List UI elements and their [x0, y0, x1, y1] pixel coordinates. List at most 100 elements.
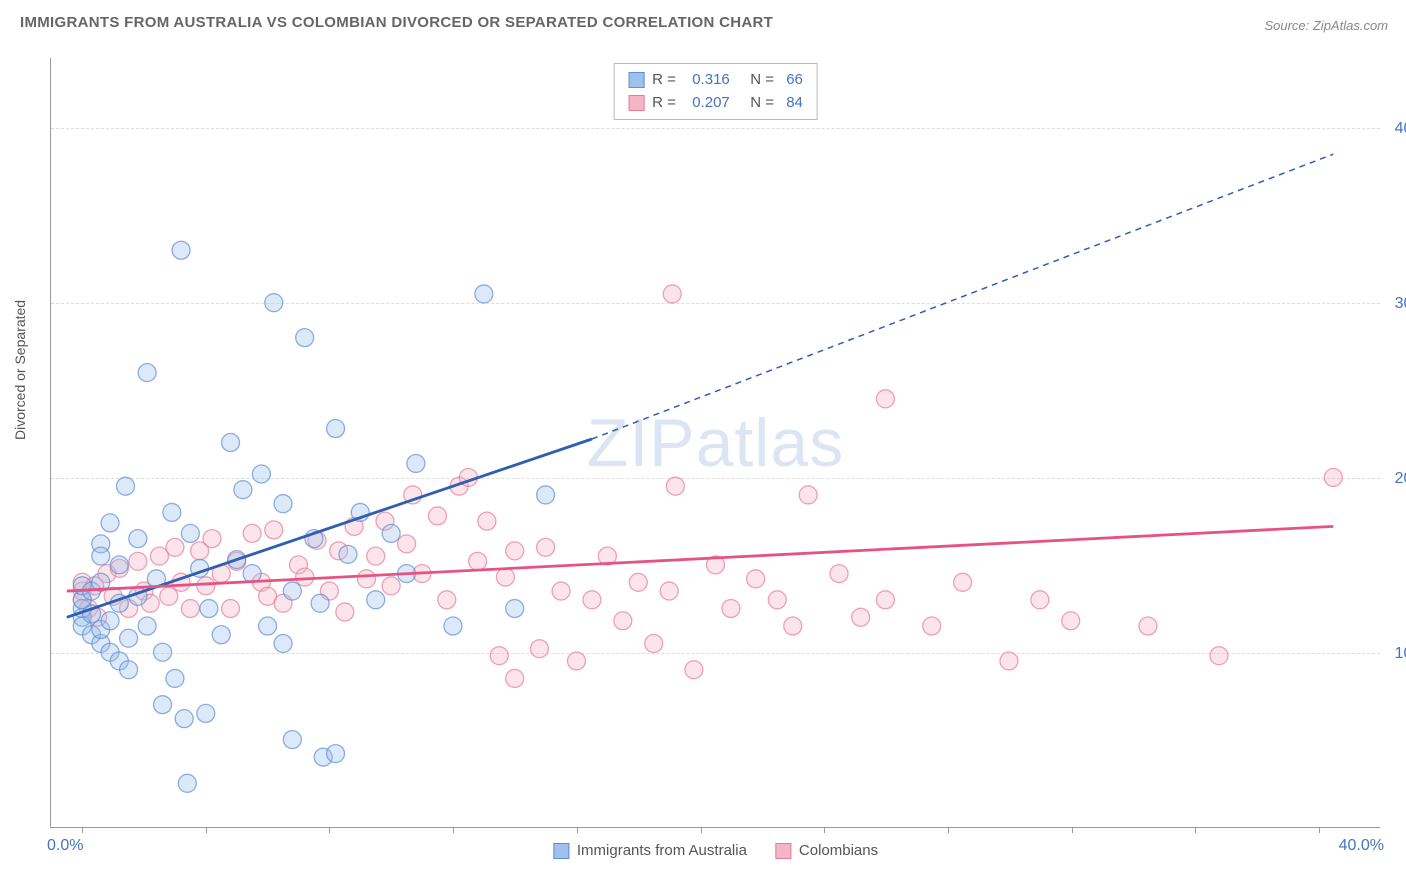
x-tick — [701, 827, 702, 833]
x-tick — [1319, 827, 1320, 833]
watermark: ZIPatlas — [587, 404, 844, 482]
y-axis-label: Divorced or Separated — [12, 300, 28, 440]
scatter-point-colombians — [73, 582, 91, 600]
scatter-point-australia — [175, 710, 193, 728]
scatter-point-colombians — [506, 542, 524, 560]
scatter-point-colombians — [141, 594, 159, 612]
stats-r-australia: 0.316 — [692, 69, 730, 92]
x-tick — [453, 827, 454, 833]
scatter-point-colombians — [376, 512, 394, 530]
scatter-point-colombians — [1062, 612, 1080, 630]
swatch-colombians — [628, 95, 644, 111]
scatter-point-colombians — [129, 552, 147, 570]
scatter-point-colombians — [663, 285, 681, 303]
scatter-point-colombians — [398, 535, 416, 553]
scatter-point-australia — [222, 434, 240, 452]
scatter-point-colombians — [768, 591, 786, 609]
scatter-point-australia — [200, 600, 218, 618]
scatter-point-colombians — [135, 582, 153, 600]
scatter-point-australia — [311, 594, 329, 612]
scatter-point-colombians — [552, 582, 570, 600]
scatter-point-australia — [475, 285, 493, 303]
scatter-point-colombians — [1210, 647, 1228, 665]
scatter-point-australia — [117, 477, 135, 495]
scatter-point-colombians — [747, 570, 765, 588]
scatter-point-colombians — [73, 591, 91, 609]
x-axis-label-max: 40.0% — [1339, 837, 1384, 855]
scatter-point-australia — [101, 612, 119, 630]
scatter-point-australia — [351, 503, 369, 521]
scatter-point-colombians — [191, 542, 209, 560]
legend-label-colombians: Colombians — [799, 842, 878, 859]
scatter-point-colombians — [450, 477, 468, 495]
scatter-point-colombians — [98, 565, 116, 583]
stats-row-australia: R = 0.316 N = 66 — [628, 69, 803, 92]
scatter-point-colombians — [357, 570, 375, 588]
scatter-point-australia — [259, 617, 277, 635]
scatter-point-colombians — [1139, 617, 1157, 635]
scatter-point-australia — [73, 608, 91, 626]
scatter-point-australia — [181, 524, 199, 542]
scatter-point-australia — [228, 551, 246, 569]
scatter-point-australia — [138, 617, 156, 635]
scatter-point-colombians — [181, 600, 199, 618]
scatter-point-colombians — [629, 573, 647, 591]
scatter-point-colombians — [252, 573, 270, 591]
scatter-point-colombians — [243, 524, 261, 542]
scatter-point-australia — [178, 774, 196, 792]
scatter-point-colombians — [954, 573, 972, 591]
scatter-point-australia — [327, 745, 345, 763]
scatter-point-australia — [444, 617, 462, 635]
x-tick — [1072, 827, 1073, 833]
scatter-point-colombians — [265, 521, 283, 539]
x-tick — [1195, 827, 1196, 833]
scatter-point-australia — [166, 669, 184, 687]
scatter-point-australia — [92, 535, 110, 553]
scatter-point-australia — [506, 600, 524, 618]
scatter-point-australia — [212, 626, 230, 644]
stats-n-australia: 66 — [786, 69, 803, 92]
scatter-point-australia — [191, 559, 209, 577]
scatter-point-australia — [537, 486, 555, 504]
x-tick — [329, 827, 330, 833]
scatter-point-colombians — [438, 591, 456, 609]
scatter-point-colombians — [160, 587, 178, 605]
scatter-point-colombians — [799, 486, 817, 504]
scatter-point-colombians — [120, 600, 138, 618]
scatter-point-colombians — [296, 568, 314, 586]
scatter-point-colombians — [830, 565, 848, 583]
legend-label-australia: Immigrants from Australia — [577, 842, 747, 859]
scatter-point-australia — [252, 465, 270, 483]
y-tick-label: 30.0% — [1385, 295, 1406, 313]
stats-legend-box: R = 0.316 N = 66 R = 0.207 N = 84 — [613, 63, 818, 120]
y-tick-label: 20.0% — [1385, 470, 1406, 488]
scatter-point-australia — [73, 591, 91, 609]
scatter-point-colombians — [404, 486, 422, 504]
y-tick-label: 10.0% — [1385, 645, 1406, 663]
source-attribution: Source: ZipAtlas.com — [1264, 18, 1388, 33]
scatter-point-colombians — [1031, 591, 1049, 609]
scatter-point-colombians — [852, 608, 870, 626]
scatter-point-australia — [154, 696, 172, 714]
scatter-point-colombians — [166, 538, 184, 556]
scatter-point-colombians — [784, 617, 802, 635]
trend-line-extrapolated-australia — [592, 154, 1333, 439]
scatter-point-colombians — [73, 573, 91, 591]
scatter-point-australia — [339, 545, 357, 563]
stats-row-colombians: R = 0.207 N = 84 — [628, 92, 803, 115]
scatter-point-colombians — [496, 568, 514, 586]
scatter-point-colombians — [583, 591, 601, 609]
scatter-point-australia — [274, 635, 292, 653]
scatter-point-colombians — [429, 507, 447, 525]
scatter-point-colombians — [259, 587, 277, 605]
scatter-point-colombians — [89, 608, 107, 626]
stats-n-label: N = — [738, 69, 778, 92]
scatter-point-australia — [83, 582, 101, 600]
gridline: 40.0% — [51, 128, 1380, 129]
scatter-point-australia — [283, 582, 301, 600]
scatter-point-colombians — [382, 577, 400, 595]
scatter-point-colombians — [490, 647, 508, 665]
scatter-point-australia — [92, 547, 110, 565]
scatter-point-australia — [274, 495, 292, 513]
scatter-point-colombians — [876, 390, 894, 408]
